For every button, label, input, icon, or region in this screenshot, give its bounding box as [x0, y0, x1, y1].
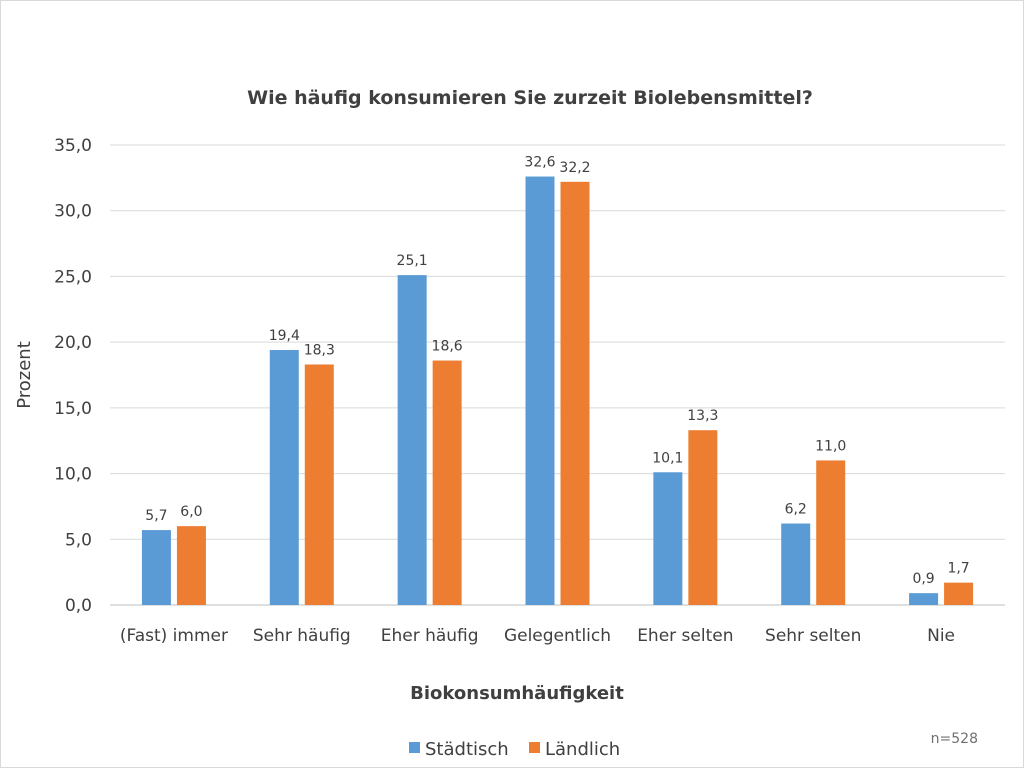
bar-staedtisch [909, 593, 939, 605]
x-tick-label: Nie [927, 626, 955, 646]
data-label: 13,3 [687, 408, 718, 424]
x-tick-label: Eher selten [637, 626, 733, 646]
legend-label-laendlich: Ländlich [545, 739, 620, 760]
bar-staedtisch [269, 350, 299, 605]
bar-laendlich [560, 181, 590, 606]
data-label: 1,7 [947, 561, 969, 577]
y-tick-label: 25,0 [54, 267, 92, 287]
y-tick-label: 10,0 [54, 465, 92, 485]
y-axis-ticks: 0,0 5,0 10,0 15,0 20,0 25,0 30,0 35,0 [54, 136, 92, 616]
legend-label-staedtisch: Städtisch [425, 739, 509, 760]
data-label: 11,0 [815, 438, 846, 454]
x-axis-title: Biokonsumhäufigkeit [410, 683, 624, 704]
bar-laendlich [176, 526, 206, 605]
bar-laendlich [688, 430, 718, 605]
x-tick-label: (Fast) immer [120, 626, 228, 646]
bar-staedtisch [397, 275, 427, 605]
bar-staedtisch [653, 472, 683, 605]
bar-laendlich [944, 582, 974, 605]
chart-title: Wie häufig konsumieren Sie zurzeit Biole… [247, 87, 813, 109]
data-label: 32,2 [559, 160, 590, 176]
y-axis-title: Prozent [14, 341, 35, 409]
bar-staedtisch [525, 176, 555, 606]
data-label: 25,1 [397, 253, 428, 269]
x-tick-label: Sehr selten [765, 626, 861, 646]
y-tick-label: 35,0 [54, 136, 92, 156]
data-label: 6,2 [785, 502, 807, 518]
y-tick-label: 5,0 [65, 530, 92, 550]
bar-laendlich [816, 460, 846, 605]
legend: Städtisch Ländlich [409, 739, 620, 760]
data-label: 32,6 [524, 155, 555, 171]
gridlines [110, 144, 1005, 606]
x-tick-label: Gelegentlich [504, 626, 611, 646]
bar-laendlich [304, 364, 334, 605]
bar-staedtisch [781, 523, 811, 605]
bar-laendlich [432, 360, 462, 605]
data-label: 18,6 [432, 339, 463, 355]
data-label: 18,3 [304, 342, 335, 358]
y-tick-label: 30,0 [54, 202, 92, 222]
data-label: 5,7 [145, 508, 167, 524]
y-tick-label: 20,0 [54, 333, 92, 353]
bar-staedtisch [141, 530, 171, 605]
data-label: 6,0 [180, 504, 202, 520]
data-label: 19,4 [269, 328, 300, 344]
legend-swatch-staedtisch [409, 742, 420, 753]
legend-swatch-laendlich [529, 742, 540, 753]
bars: 5,7 6,0 19,418,3 25,1 18,6 32,6 32,2 10,1 13,3 6,… [141, 155, 974, 606]
x-axis-ticks: (Fast) immer Sehr häufig Eher häufig Gelege… [120, 626, 955, 646]
sample-size-note: n=528 [931, 731, 978, 747]
y-tick-label: 0,0 [65, 596, 92, 616]
x-tick-label: Sehr häufig [253, 626, 351, 646]
data-label: 0,9 [912, 571, 934, 587]
x-tick-label: Eher häufig [381, 626, 479, 646]
data-label: 10,1 [652, 450, 683, 466]
y-tick-label: 15,0 [54, 399, 92, 419]
